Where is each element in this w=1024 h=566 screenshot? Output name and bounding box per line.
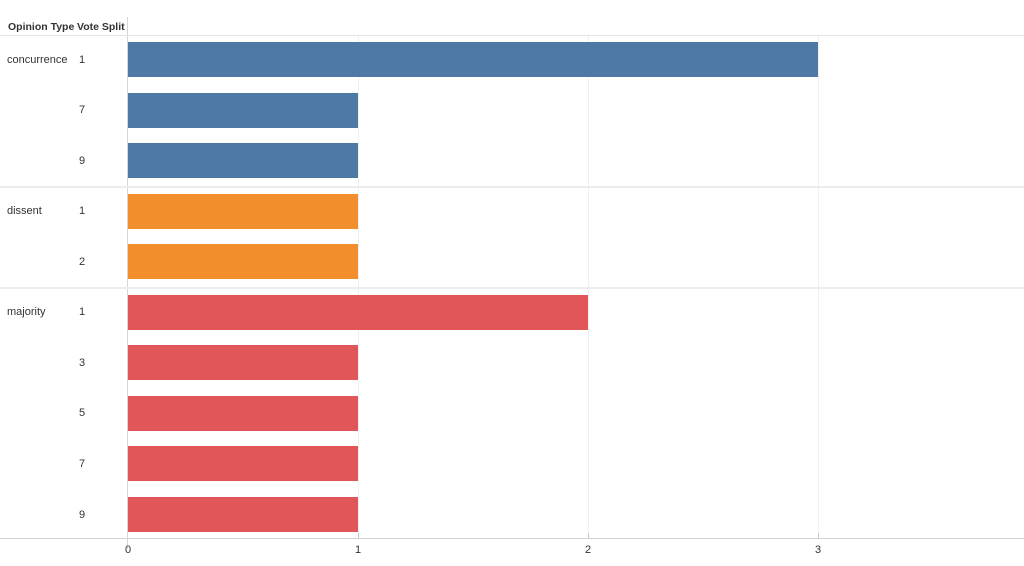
- tick-mark: [358, 533, 359, 538]
- column-header-opinion-type: Opinion Type: [8, 21, 75, 33]
- x-axis-line: [0, 538, 1024, 539]
- bar-concurrence-1[interactable]: [128, 42, 818, 77]
- row-label-vote-split: 7: [78, 457, 86, 470]
- bar-dissent-1[interactable]: [128, 193, 358, 229]
- bar-majority-1[interactable]: [128, 294, 588, 330]
- row-label-vote-split: 5: [78, 407, 86, 420]
- row-label-opinion-type: concurrence: [7, 53, 68, 66]
- tick-mark: [818, 533, 819, 538]
- row-label-vote-split: 2: [78, 255, 86, 268]
- x-axis-tick-label: 1: [354, 544, 362, 556]
- row-label-vote-split: 9: [78, 508, 86, 521]
- section-divider: [0, 186, 1024, 188]
- section-divider: [0, 287, 1024, 289]
- column-header-vote-split: Vote Split: [77, 21, 125, 33]
- bar-majority-9[interactable]: [128, 497, 358, 533]
- bar-concurrence-7[interactable]: [128, 92, 358, 128]
- bar-majority-5[interactable]: [128, 395, 358, 431]
- tick-mark: [588, 533, 589, 538]
- bar-majority-7[interactable]: [128, 446, 358, 482]
- row-label-vote-split: 1: [78, 306, 86, 319]
- row-label-opinion-type: majority: [7, 306, 46, 319]
- bar-concurrence-9[interactable]: [128, 143, 358, 179]
- plot-top-border: [0, 35, 1024, 36]
- row-label-vote-split: 3: [78, 356, 86, 369]
- row-label-vote-split: 7: [78, 104, 86, 117]
- bar-majority-3[interactable]: [128, 345, 358, 381]
- bar-dissent-2[interactable]: [128, 244, 358, 280]
- row-label-vote-split: 9: [78, 154, 86, 167]
- row-label-vote-split: 1: [78, 53, 86, 66]
- x-axis-tick-label: 3: [814, 544, 822, 556]
- row-label-opinion-type: dissent: [7, 205, 42, 218]
- x-axis-tick-label: 2: [584, 544, 592, 556]
- x-axis-tick-label: 0: [124, 544, 132, 556]
- header-plot-separator-line: [127, 17, 128, 549]
- row-label-vote-split: 1: [78, 205, 86, 218]
